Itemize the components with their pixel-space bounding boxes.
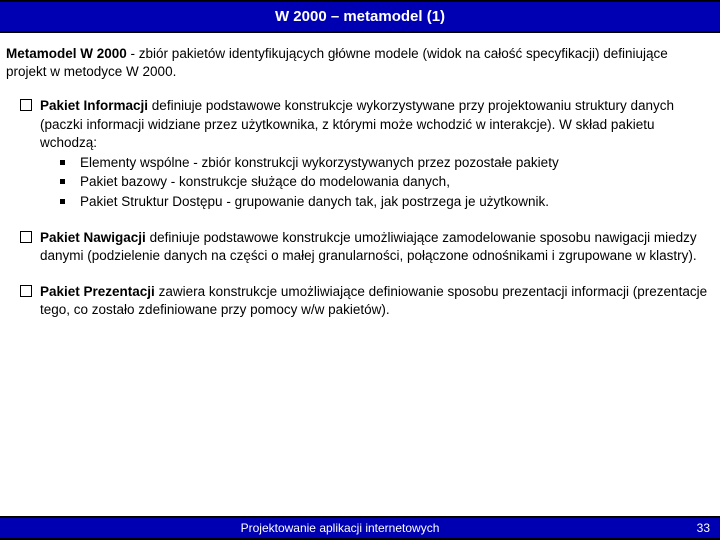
section-pres: Pakiet Prezentacji zawiera konstrukcje u…: [6, 283, 710, 319]
section-info-head: Pakiet Informacji definiuje podstawowe k…: [20, 97, 710, 152]
intro-bold: Metamodel W 2000: [6, 46, 127, 61]
footer-page-number: 33: [680, 521, 710, 535]
section-info: Pakiet Informacji definiuje podstawowe k…: [6, 97, 710, 210]
section-info-heading: Pakiet Informacji: [40, 98, 148, 113]
section-nav-heading: Pakiet Nawigacji: [40, 230, 146, 245]
list-item: Pakiet Struktur Dostępu - grupowanie dan…: [60, 193, 710, 211]
footer-text: Projektowanie aplikacji internetowych: [0, 521, 680, 535]
section-pres-head: Pakiet Prezentacji zawiera konstrukcje u…: [20, 283, 710, 319]
slide-title: W 2000 – metamodel (1): [0, 0, 720, 33]
intro-paragraph: Metamodel W 2000 - zbiór pakietów identy…: [6, 45, 710, 81]
section-nav-head: Pakiet Nawigacji definiuje podstawowe ko…: [20, 229, 710, 265]
section-info-list: Elementy wspólne - zbiór konstrukcji wyk…: [20, 154, 710, 211]
section-nav: Pakiet Nawigacji definiuje podstawowe ko…: [6, 229, 710, 265]
slide-content: Metamodel W 2000 - zbiór pakietów identy…: [0, 33, 720, 320]
list-item: Pakiet bazowy - konstrukcje służące do m…: [60, 173, 710, 191]
footer: Projektowanie aplikacji internetowych 33: [0, 516, 720, 540]
list-item: Elementy wspólne - zbiór konstrukcji wyk…: [60, 154, 710, 172]
section-pres-heading: Pakiet Prezentacji: [40, 284, 155, 299]
